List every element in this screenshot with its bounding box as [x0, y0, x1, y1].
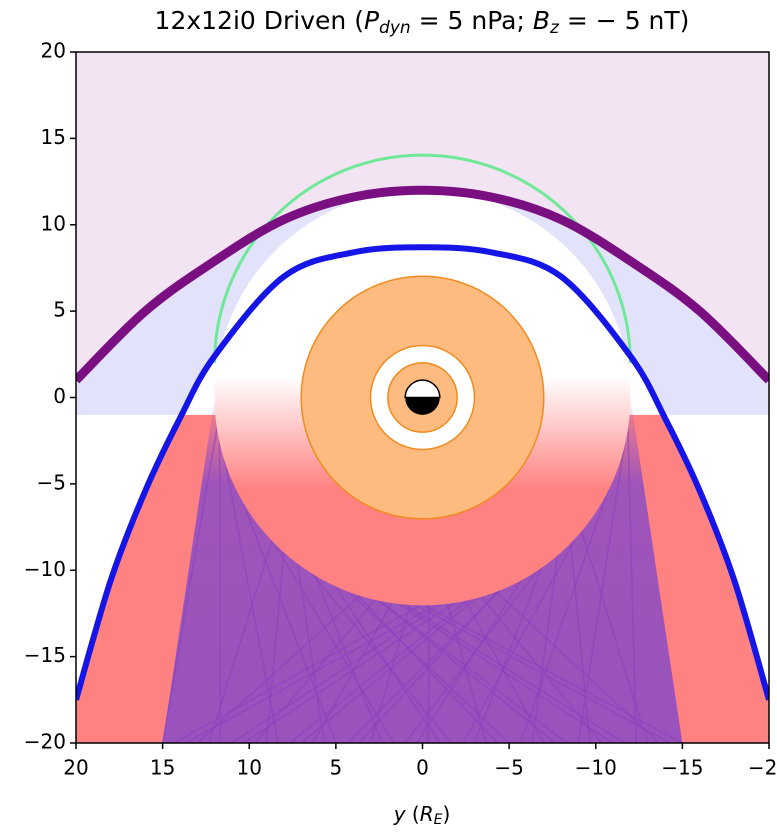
- boundary-curve: [76, 185, 769, 384]
- field-line: [427, 584, 430, 743]
- earth-day: [404, 379, 441, 399]
- x-tick-label: 5: [330, 756, 343, 780]
- boundary-arc: [213, 153, 632, 363]
- field-line: [467, 579, 603, 743]
- field-line: [265, 537, 286, 743]
- x-tick-label: 10: [237, 756, 262, 780]
- field-line: [222, 449, 279, 743]
- x-tick-label: −20: [748, 756, 777, 780]
- field-line: [627, 426, 637, 743]
- field-line: [161, 426, 218, 743]
- y-tick-label: 15: [41, 125, 66, 149]
- x-tick-label: −10: [575, 756, 617, 780]
- x-tick-label: −15: [661, 756, 703, 780]
- y-tick-label: −10: [24, 557, 66, 581]
- field-line: [473, 545, 551, 743]
- field-line: [304, 551, 383, 743]
- field-line: [531, 537, 561, 743]
- y-tick-label: 10: [41, 211, 66, 235]
- field-line: [312, 583, 404, 743]
- field-line: [218, 438, 222, 743]
- x-axis-label: y (RE): [393, 802, 451, 829]
- field-line: [454, 581, 545, 743]
- y-tick-label: −20: [24, 730, 66, 754]
- y-tick-label: 5: [53, 298, 66, 322]
- field-line: [294, 545, 326, 743]
- x-tick-label: 0: [416, 756, 429, 780]
- y-tick-label: −15: [24, 643, 66, 667]
- field-line: [196, 579, 378, 743]
- plot-area: [76, 52, 769, 743]
- field-line: [416, 551, 541, 743]
- field-line: [316, 558, 441, 743]
- y-tick-label: 20: [41, 39, 66, 63]
- chart-title: 12x12i0 Driven (Pdyn = 5 nPa; Bz = − 5 n…: [155, 6, 690, 38]
- y-tick-label: 0: [53, 384, 66, 408]
- field-line: [441, 583, 487, 743]
- field-line: [568, 529, 591, 743]
- field-line: [226, 460, 337, 743]
- x-tick-label: −5: [494, 756, 523, 780]
- boundary-curve: [76, 244, 769, 701]
- field-line: [577, 520, 649, 743]
- y-tick-label: −5: [37, 470, 66, 494]
- x-tick-label: 20: [63, 756, 88, 780]
- x-tick-label: 15: [150, 756, 175, 780]
